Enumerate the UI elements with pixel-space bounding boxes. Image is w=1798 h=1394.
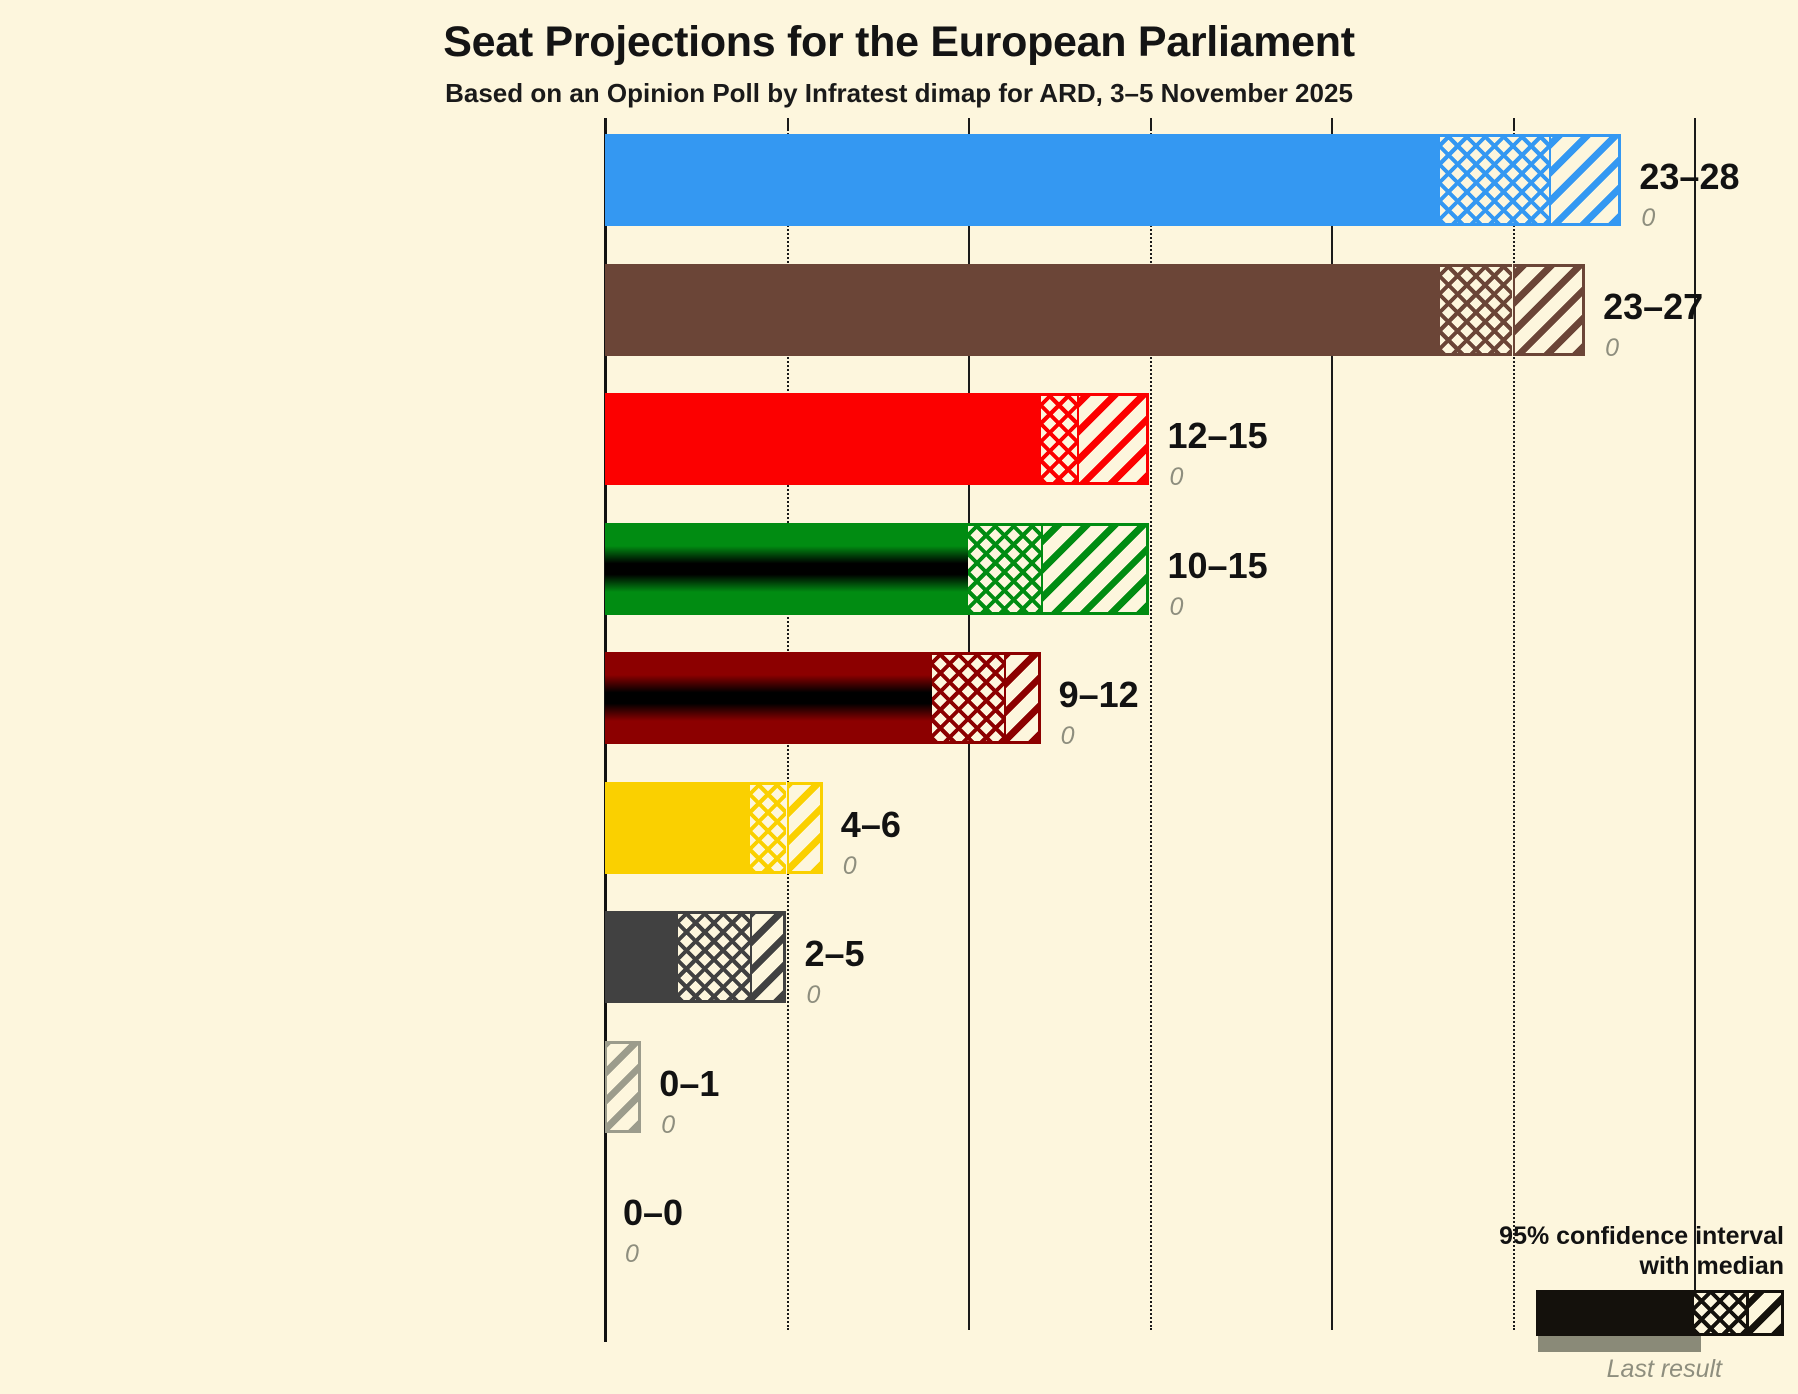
bar-segment-confidence	[605, 1040, 642, 1133]
bar-segment-median	[677, 911, 751, 1003]
bar	[605, 134, 1622, 226]
bar-segment-median	[931, 652, 1005, 744]
axis-tick	[1331, 118, 1333, 130]
last-result-value: 0	[1169, 463, 1184, 491]
bar-segment-solid	[605, 263, 1440, 356]
last-result-value: 0	[1169, 592, 1184, 621]
legend-segment-cross	[1694, 1290, 1746, 1336]
last-result-value: 0	[661, 1110, 676, 1139]
seat-range-label: 0–0	[623, 1192, 684, 1233]
bar-segment-solid	[605, 393, 1041, 485]
seat-range-label: 12–15	[1167, 415, 1268, 456]
bar	[605, 522, 1150, 615]
bar	[605, 263, 1586, 356]
gridline-solid	[1694, 118, 1696, 1330]
bar-segment-median	[968, 522, 1041, 615]
bar-segment-confidence	[786, 781, 823, 874]
bar	[605, 393, 1150, 485]
seat-range-label: 0–1	[659, 1062, 720, 1104]
last-result-value: 0	[625, 1240, 639, 1268]
seat-range-label: 4–6	[840, 803, 901, 845]
bar	[605, 911, 787, 1003]
bar-segment-median	[1040, 393, 1077, 485]
bar-segment-confidence	[1040, 522, 1150, 615]
legend-segment-solid	[1536, 1290, 1694, 1336]
bar-segment-solid	[605, 652, 932, 744]
bar	[605, 652, 1041, 744]
seat-range-label: 23–28	[1639, 156, 1740, 197]
legend-last-result-bar	[1538, 1336, 1701, 1352]
axis-tick	[605, 118, 607, 130]
bar-segment-confidence	[1076, 393, 1150, 485]
chart-subtitle: Based on an Opinion Poll by Infratest di…	[445, 78, 1353, 108]
last-result-value: 0	[1641, 204, 1656, 232]
axis-tick	[1512, 118, 1515, 130]
gridline-dotted	[1149, 118, 1152, 1330]
bar-segment-solid	[605, 781, 751, 874]
last-result-value: 0	[842, 851, 857, 880]
legend-caption-line2: with median	[1639, 1251, 1784, 1280]
seat-range-label: 10–15	[1167, 544, 1268, 586]
bar-segment-confidence	[1548, 134, 1622, 226]
legend-last-result-label: Last result	[1606, 1355, 1722, 1383]
bar-segment-solid	[605, 134, 1440, 226]
seat-range-label: 23–27	[1603, 285, 1704, 327]
bar-segment-median	[1439, 263, 1513, 356]
bar-segment-median	[1439, 134, 1549, 226]
last-result-value: 0	[1605, 333, 1619, 362]
last-result-value: 0	[1060, 722, 1075, 750]
bar	[605, 781, 823, 874]
axis-tick	[968, 118, 970, 130]
bar-segment-confidence	[750, 911, 787, 1003]
bar	[605, 1040, 642, 1133]
last-result-value: 0	[806, 981, 821, 1009]
legend-caption-line1: 95% confidence interval	[1499, 1222, 1784, 1250]
seat-range-label: 9–12	[1058, 674, 1139, 715]
bar-segment-median	[750, 781, 787, 874]
axis-tick	[1149, 118, 1152, 130]
bar-segment-confidence	[1004, 652, 1041, 744]
gridline-solid	[1331, 118, 1333, 1330]
bar-segment-solid	[605, 522, 968, 615]
legend-caption: 95% confidence interval with median	[1454, 1222, 1784, 1281]
chart-legend: 95% confidence interval with median Last…	[1454, 1222, 1784, 1384]
gridline-dotted	[1512, 118, 1515, 1330]
axis-tick	[786, 118, 789, 130]
bar-segment-solid	[605, 911, 678, 1003]
bar-segment-confidence	[1512, 263, 1586, 356]
legend-segment-diag	[1746, 1290, 1784, 1336]
seat-range-label: 2–5	[804, 933, 865, 974]
page-title: Seat Projections for the European Parlia…	[443, 18, 1355, 66]
axis-tick	[1694, 118, 1696, 130]
legend-sample-bar	[1536, 1290, 1784, 1336]
